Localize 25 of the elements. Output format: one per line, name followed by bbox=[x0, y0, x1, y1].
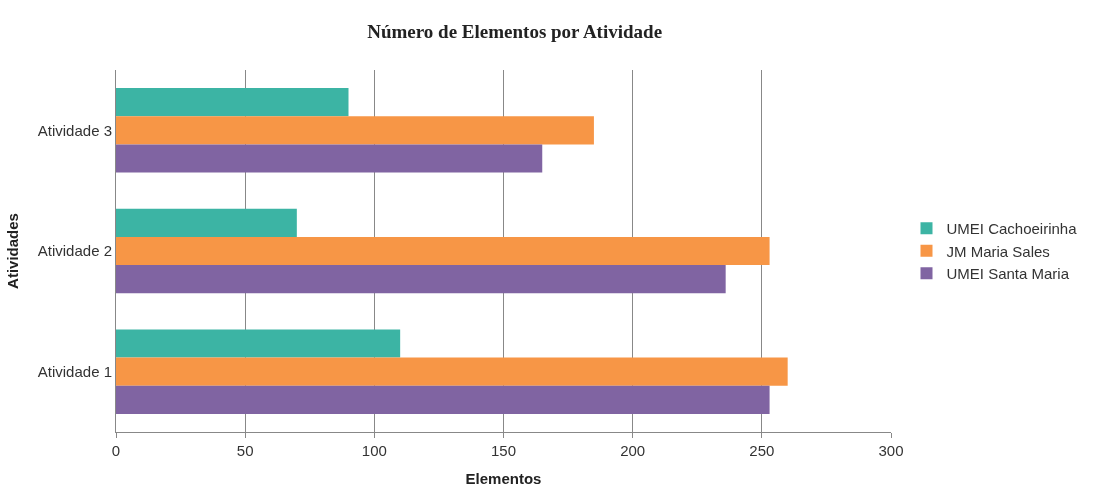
x-axis-title: Elementos bbox=[465, 470, 542, 487]
bar bbox=[116, 265, 726, 294]
bar bbox=[116, 329, 401, 358]
bar bbox=[116, 88, 349, 117]
bar bbox=[116, 236, 770, 266]
x-tick-label: 50 bbox=[236, 442, 254, 459]
y-tick-label: Atividade 2 bbox=[37, 242, 112, 260]
x-tick-label: 0 bbox=[111, 442, 121, 459]
legend-label: JM Maria Sales bbox=[946, 242, 1050, 260]
legend-label: UMEI Santa Maria bbox=[946, 265, 1070, 283]
x-tick-label: 200 bbox=[620, 442, 646, 459]
bar bbox=[116, 208, 297, 237]
y-axis-title: Atividades bbox=[4, 213, 22, 289]
y-tick-label: Atividade 3 bbox=[37, 121, 112, 139]
bar bbox=[116, 385, 770, 414]
x-tick-label: 300 bbox=[878, 442, 904, 459]
x-tick-label: 100 bbox=[361, 442, 387, 459]
y-tick-label: Atividade 1 bbox=[37, 362, 112, 380]
chart-title: Número de Elementos por Atividade bbox=[367, 21, 663, 43]
x-tick-label: 250 bbox=[749, 442, 775, 459]
bar bbox=[116, 144, 543, 173]
legend-label: UMEI Cachoeirinha bbox=[946, 220, 1078, 238]
bar bbox=[116, 116, 594, 145]
bar bbox=[116, 357, 788, 386]
x-tick-label: 150 bbox=[490, 442, 517, 459]
